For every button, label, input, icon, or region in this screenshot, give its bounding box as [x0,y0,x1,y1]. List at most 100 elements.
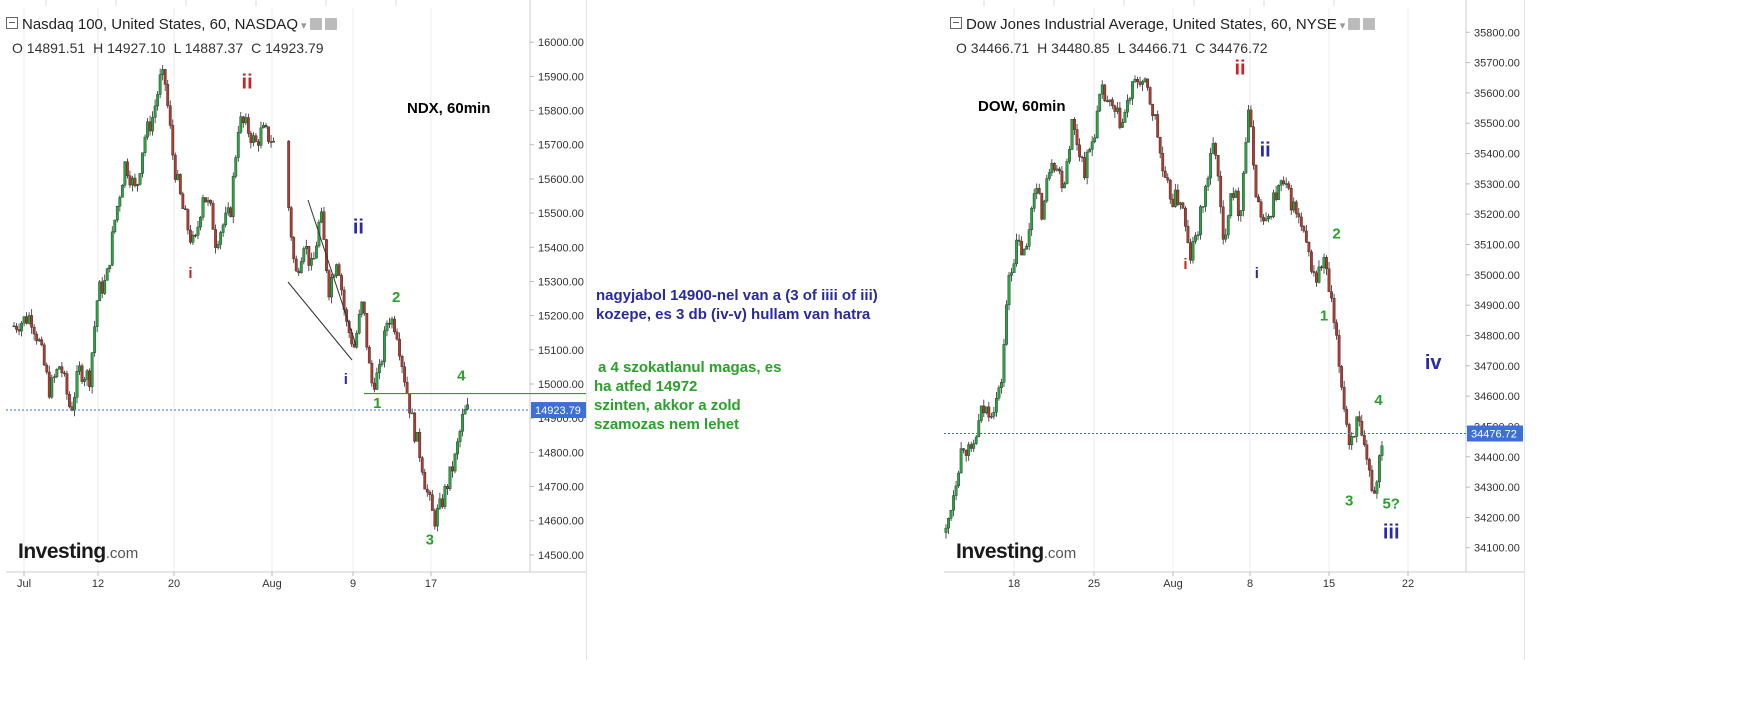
candle [1229,193,1233,217]
candle [166,84,170,106]
candle [249,133,253,143]
x-tick-label: 8 [1247,578,1253,590]
candle [161,69,165,75]
settings-icon[interactable] [309,18,322,30]
x-tick-label: 12 [92,578,104,590]
candle [1241,172,1245,211]
candle [1138,81,1142,85]
y-tick-label: 34600.00 [1474,391,1520,403]
candle [1136,79,1139,83]
candle [1095,110,1099,139]
trend-line [287,281,353,361]
candle [410,412,414,415]
candle [1226,215,1230,236]
wave-label: 3 [1345,492,1353,509]
candle [201,197,205,218]
candle [1000,382,1003,388]
candle [1317,266,1321,283]
candle [1199,206,1202,236]
candle [1183,207,1187,227]
candle [1115,107,1119,112]
candle [191,234,195,243]
candle [1204,186,1207,207]
candle [388,322,391,325]
candle [151,117,154,132]
candle [93,326,97,353]
y-tick-label: 35100.00 [1474,240,1520,252]
blue-annotation-line: kozepe, es 3 db (iv-v) hullam van hatra [596,306,871,323]
candle [173,154,177,180]
candle [393,318,396,333]
candle [1065,161,1069,184]
candle [1151,103,1155,117]
close-icon[interactable] [1363,18,1376,30]
candle [957,472,960,487]
collapse-icon[interactable] [6,17,18,29]
candle [98,281,102,302]
candle [453,453,457,472]
y-tick-label: 15800.00 [538,106,584,118]
candle [398,338,401,357]
last-price-tag [1467,425,1523,442]
candle [327,270,331,298]
settings-icon[interactable] [1348,18,1361,30]
candle [60,366,64,374]
candle [1224,234,1228,240]
candle [1322,257,1326,269]
candle [1035,188,1039,194]
investing-logo: Investing.com [956,540,1077,563]
candle [224,212,228,226]
candle [378,364,381,374]
high-value: H 34480.85 [1037,40,1110,56]
candle [27,315,31,324]
close-value: C 34476.72 [1195,40,1268,56]
candle [1143,78,1147,82]
chevron-down-icon[interactable]: ▾ [1339,20,1346,32]
chevron-down-icon[interactable]: ▾ [300,20,307,32]
candle [1118,107,1122,128]
chart-title: Dow Jones Industrial Average, United Sta… [966,16,1337,33]
candle [1330,291,1333,299]
x-tick-label: Aug [262,578,282,590]
candle [143,136,147,153]
y-tick-label: 15100.00 [538,345,584,357]
candle [1292,201,1296,211]
high-value: H 14927.10 [93,40,166,56]
candle [1315,272,1318,283]
candle [299,261,303,274]
candle [1206,177,1210,187]
ohlc-readout: O 14891.51 H 14927.10 L 14887.37 C 14923.79 [12,40,332,56]
candle [1005,304,1008,345]
candle [954,485,958,496]
candle [1375,481,1379,494]
candle [1057,168,1061,172]
candle [83,379,86,382]
trend-line [307,199,357,346]
wave-label: ii [353,217,364,239]
nasdaq-chart: 16000.00 15900.00 15800.00 15700.00 15600.00… [6,0,586,590]
x-tick-label: 22 [1402,578,1414,590]
candle [984,406,988,414]
candle [1186,226,1190,244]
candle [1012,263,1016,273]
candle [20,322,23,332]
candle [178,174,182,195]
candle [108,264,112,269]
candle [1176,189,1180,205]
candle [1373,490,1376,494]
candle [133,177,137,187]
candle [420,457,424,473]
candle [196,226,200,236]
candle [138,173,142,185]
candle [1332,297,1336,323]
candle [1312,271,1316,274]
candle [1355,416,1359,437]
collapse-icon[interactable] [950,17,962,29]
candle [269,141,273,143]
candle [272,140,275,143]
candle [1037,188,1041,194]
candle [156,94,160,107]
candle [103,280,107,294]
candle [85,370,89,380]
close-icon[interactable] [324,18,337,30]
